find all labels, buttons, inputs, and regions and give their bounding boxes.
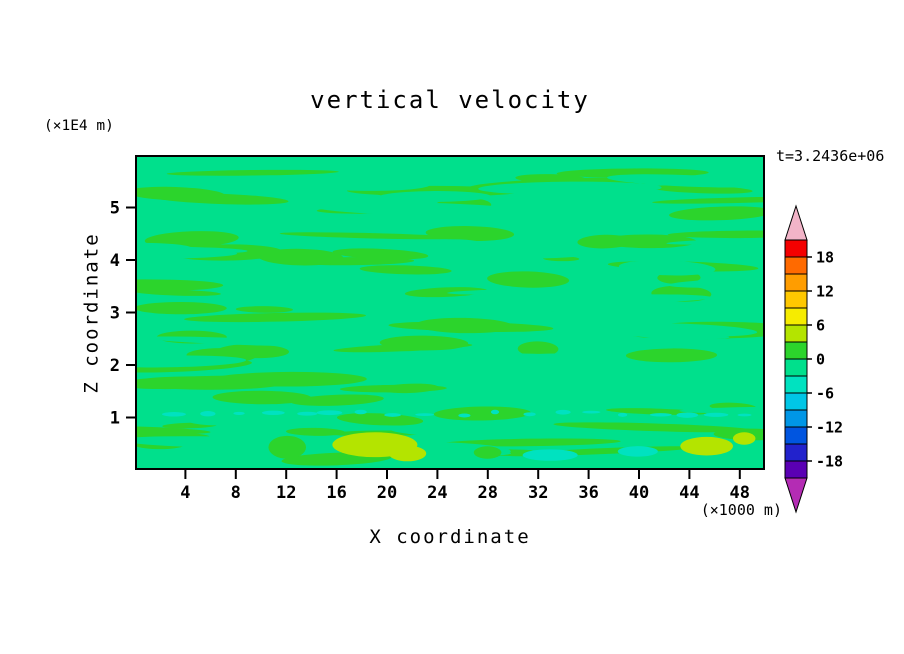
contour-field: [137, 157, 763, 468]
y-axis-units-label: (×1E4 m): [44, 118, 114, 134]
field-feature: [522, 449, 578, 461]
colorbar-tick-label: 12: [816, 283, 834, 301]
x-tick-label: 40: [629, 483, 649, 503]
colorbar: 18 12 6 0 -6 -12 -18: [784, 204, 843, 514]
x-tick-label: 28: [478, 483, 498, 503]
colorbar-tick-label: 18: [816, 249, 834, 267]
field-feature: [617, 446, 658, 457]
x-tick-label: 4: [180, 483, 190, 503]
x-axis-title: X coordinate: [369, 526, 531, 548]
colorbar-tick-label: -6: [816, 385, 834, 403]
colorbar-over-arrow: [784, 204, 808, 241]
x-tick-label: 12: [276, 483, 296, 503]
x-tick-label: 16: [326, 483, 346, 503]
colorbar-tick-label: 6: [816, 317, 825, 335]
contour-blobs: [137, 157, 763, 468]
field-feature: [388, 445, 427, 462]
plot-area: [135, 155, 765, 470]
colorbar-tick-label: -12: [816, 419, 843, 437]
colorbar-under-arrow: [784, 477, 808, 514]
x-tick-label: 36: [578, 483, 598, 503]
field-feature: [473, 446, 502, 459]
field-feature: [268, 435, 307, 459]
x-tick-label: 48: [730, 483, 750, 503]
x-tick-label: 44: [679, 483, 699, 503]
colorbar-tick-label: 0: [816, 351, 825, 369]
field-feature: [732, 432, 756, 445]
x-tick-label: 20: [377, 483, 397, 503]
x-axis-units-label: (×1000 m): [700, 501, 782, 519]
chart-title: vertical velocity: [310, 86, 590, 114]
field-feature: [680, 436, 733, 456]
colorbar-tick-label: -18: [816, 453, 843, 471]
x-tick-label: 32: [528, 483, 548, 503]
y-axis-title-wrap: Z coordinate: [70, 155, 114, 470]
x-tick-label: 8: [231, 483, 241, 503]
time-annotation: t=3.2436e+06: [776, 147, 885, 165]
y-axis-title: Z coordinate: [81, 231, 103, 394]
x-tick-label: 24: [427, 483, 447, 503]
